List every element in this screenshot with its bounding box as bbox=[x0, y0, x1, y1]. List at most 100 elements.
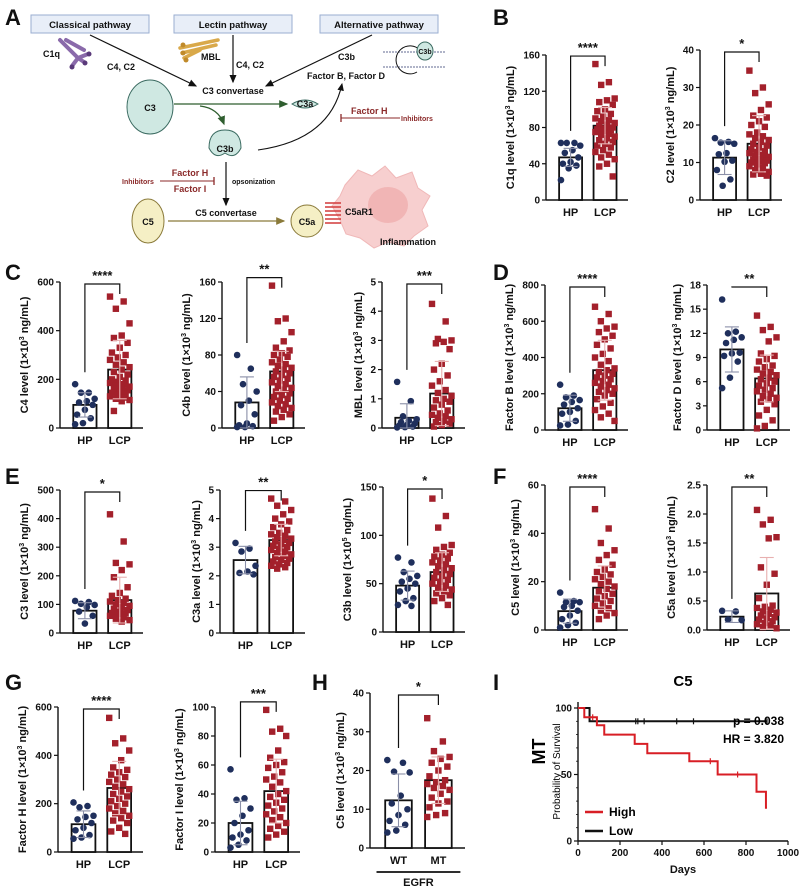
data-point-lcp bbox=[765, 101, 772, 108]
data-point-lcp bbox=[607, 110, 615, 118]
km-annotation: HR = 3.820 bbox=[723, 732, 784, 746]
data-point-lcp bbox=[591, 379, 599, 387]
data-point-lcp bbox=[274, 318, 282, 325]
data-point-hp bbox=[76, 803, 83, 811]
inhibitors-right-label: Inhibitors bbox=[401, 116, 433, 123]
data-point-lcp bbox=[440, 395, 447, 402]
data-point-hp bbox=[233, 351, 241, 359]
data-point-lcp bbox=[753, 129, 761, 136]
data-point-lcp bbox=[592, 128, 599, 136]
y-axis-label: C1q level (1×103 ng/mL) bbox=[505, 65, 517, 189]
data-point-lcp bbox=[773, 625, 780, 632]
data-point-mt bbox=[441, 776, 449, 784]
data-point-hp bbox=[231, 819, 238, 827]
x-category-label: HP bbox=[399, 435, 414, 447]
data-point-lcp bbox=[751, 166, 759, 174]
data-point-lcp bbox=[611, 583, 618, 590]
data-point-lcp bbox=[110, 368, 118, 376]
data-point-lcp bbox=[761, 603, 769, 610]
data-point-lcp bbox=[446, 420, 453, 427]
data-point-lcp bbox=[444, 372, 451, 379]
y-tick-label: 400 bbox=[37, 326, 54, 337]
data-point-lcp bbox=[446, 549, 453, 556]
lectin-edge-label: C4, C2 bbox=[236, 60, 264, 70]
data-point-lcp bbox=[609, 390, 616, 397]
data-point-lcp bbox=[276, 561, 283, 568]
data-point-lcp bbox=[440, 338, 447, 346]
classical-edge-label: C4, C2 bbox=[107, 62, 135, 72]
data-point-lcp bbox=[274, 747, 282, 754]
data-point-lcp bbox=[124, 606, 131, 614]
data-point-lcp bbox=[274, 502, 281, 509]
data-point-lcp bbox=[276, 529, 283, 537]
data-point-lcp bbox=[120, 298, 127, 305]
data-point-lcp bbox=[605, 578, 612, 585]
data-point-lcp bbox=[593, 374, 601, 381]
data-point-lcp bbox=[268, 282, 276, 289]
y-tick-label: 80 bbox=[198, 732, 210, 743]
data-point-lcp bbox=[753, 621, 761, 628]
data-point-hp bbox=[734, 358, 742, 365]
significance-stars: * bbox=[100, 476, 106, 491]
data-point-lcp bbox=[759, 370, 767, 377]
data-point-hp bbox=[91, 395, 98, 403]
data-point-hp bbox=[236, 569, 243, 577]
y-tick-label: 0 bbox=[203, 848, 209, 859]
data-point-hp bbox=[399, 413, 407, 420]
data-point-lcp bbox=[114, 611, 122, 618]
data-point-lcp bbox=[755, 358, 763, 365]
data-point-lcp bbox=[120, 381, 127, 388]
y-tick-label: 10 bbox=[683, 158, 695, 169]
y-tick-label: 60 bbox=[528, 481, 540, 492]
data-point-hp bbox=[70, 799, 77, 806]
data-point-hp bbox=[409, 423, 417, 430]
data-point-lcp bbox=[287, 506, 295, 514]
data-point-lcp bbox=[595, 328, 603, 336]
data-point-lcp bbox=[434, 389, 442, 397]
data-point-lcp bbox=[753, 366, 761, 373]
y-tick-label: 5 bbox=[370, 278, 376, 289]
c3a-node bbox=[291, 99, 319, 109]
data-point-lcp bbox=[748, 121, 755, 129]
data-point-lcp bbox=[123, 819, 131, 827]
data-point-mt bbox=[446, 753, 453, 761]
data-point-hp bbox=[561, 149, 569, 157]
y-tick-label: 100 bbox=[192, 703, 209, 714]
km-x-tick-label: 600 bbox=[696, 848, 713, 859]
data-point-lcp bbox=[771, 401, 778, 408]
x-category-label: HP bbox=[239, 435, 254, 447]
data-point-lcp bbox=[438, 594, 446, 602]
data-point-lcp bbox=[125, 812, 133, 819]
data-point-lcp bbox=[442, 512, 450, 520]
data-point-lcp bbox=[284, 353, 291, 361]
c5a-node bbox=[290, 204, 324, 238]
data-point-hp bbox=[559, 160, 567, 168]
y-axis-label: Factor B level (1×103 ng/mL) bbox=[504, 284, 516, 432]
y-tick-label: 0 bbox=[210, 424, 216, 435]
data-point-lcp bbox=[285, 539, 293, 547]
data-point-hp bbox=[79, 419, 87, 427]
data-point-lcp bbox=[431, 574, 438, 582]
data-point-lcp bbox=[444, 576, 452, 583]
data-point-lcp bbox=[607, 144, 615, 151]
y-tick-label: 0.0 bbox=[687, 626, 701, 637]
data-point-hp bbox=[233, 423, 241, 431]
data-point-lcp bbox=[110, 790, 117, 798]
km-x-tick-label: 200 bbox=[612, 848, 629, 859]
data-point-lcp bbox=[607, 597, 614, 605]
data-point-lcp bbox=[265, 834, 272, 841]
significance-bracket bbox=[406, 283, 443, 370]
data-point-lcp bbox=[114, 378, 122, 385]
data-point-lcp bbox=[609, 332, 616, 339]
data-point-lcp bbox=[110, 385, 118, 393]
y-tick-label: 0 bbox=[534, 196, 540, 207]
significance-bracket bbox=[82, 708, 120, 791]
y-tick-label: 80 bbox=[529, 123, 541, 134]
data-point-hp bbox=[243, 837, 250, 844]
y-tick-label: 0 bbox=[688, 196, 694, 207]
y-tick-label: 0 bbox=[48, 629, 54, 640]
data-point-lcp bbox=[118, 604, 125, 611]
km-y-axis-label: Probability of Survival bbox=[552, 723, 563, 819]
data-point-hp bbox=[227, 766, 234, 773]
